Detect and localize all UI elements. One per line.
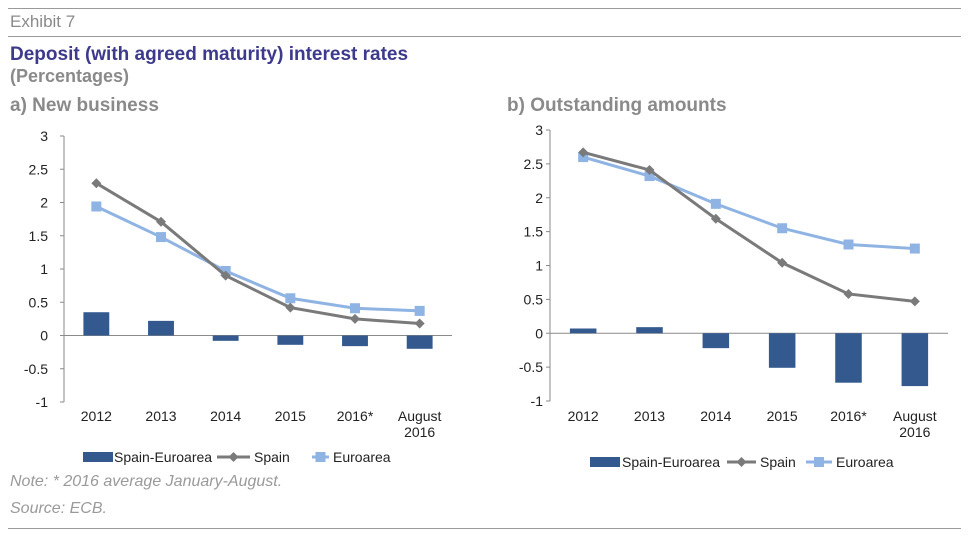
panel-b-line-spain [582,150,916,303]
panel-b-y-tick-label: 0.5 [524,291,544,307]
panel-a-y-tick-label: 2.5 [29,161,49,177]
page-title: Deposit (with agreed maturity) interest … [10,44,409,65]
panel-a-legend-label: Spain-Euroarea [114,449,212,465]
panel-b-point-euroarea [909,243,920,254]
panel-a-legend-label: Euroarea [333,449,391,465]
panel-b-legend-marker-spain [736,457,747,467]
panel-a-point-spain [285,302,296,313]
panel-a-legend-label: Spain [254,449,290,465]
panel-a-point-spain [220,270,231,281]
panel-a-bar-spain-euroarea [83,312,110,336]
panel-a-bar-spain-euroarea [406,335,433,349]
panel-b-y-tick-label: 3 [535,122,543,138]
panel-b-x-tick-label: 2015 [767,408,798,424]
panel-b-x-tick-label: 2016 [899,424,930,440]
panel-b-x-tick-label: 2012 [568,408,599,424]
panel-a-line-euroarea [95,205,420,313]
panel-b-x-tick-label: 2016* [830,408,867,424]
panel-a-point-spain [414,318,425,329]
panel-b-point-euroarea [843,239,854,250]
top-rule [8,8,961,9]
panel-b-bar-spain-euroarea [702,333,730,349]
panel-a-x-tick-label: 2014 [210,408,241,424]
panel-a-line-spain [95,181,420,326]
panel-a-point-euroarea [91,201,102,212]
panel-b-y-tick-label: -0.5 [519,359,543,375]
panel-b-legend-marker-euroarea [814,457,824,467]
panel-b-x-tick-label: August [893,408,937,424]
header-rule [8,36,961,37]
panel-a-title: a) New business [10,95,159,116]
panel-b-legend-label: Spain-Euroarea [622,454,720,470]
panel-b-point-spain [644,164,655,175]
panel-b-x-tick-label: 2013 [634,408,665,424]
panel-b-x-tick-label: 2014 [700,408,731,424]
panel-b-y-tick-label: 1.5 [524,224,544,240]
panel-b-point-spain [710,213,721,224]
panel-b-legend-label: Spain [760,454,796,470]
panel-b-y-tick-label: 2 [535,190,543,206]
panel-a-point-euroarea [285,293,296,304]
panel-a-bar-spain-euroarea [342,335,368,347]
panel-b-point-euroarea [644,171,655,182]
panel-a-point-spain [156,216,166,227]
panel-a-y-tick-label: 1 [40,261,48,277]
panel-a-point-spain [350,313,360,324]
panel-a-x-tick-label: 2015 [275,408,306,424]
panel-b-y-tick-label: -1 [531,393,544,409]
panel-a-y-tick-label: -1 [36,394,49,410]
panel-a-x-tick-label: 2016 [404,424,435,440]
panel-a-y-tick-label: 3 [40,128,48,144]
panel-a-legend-marker-spain [228,452,239,462]
panel-b-y-tick-label: 0 [535,325,543,341]
exhibit-label: Exhibit 7 [10,12,76,31]
panel-a-bar-spain-euroarea [277,335,304,345]
panel-a-bar-spain-euroarea [148,320,174,336]
panel-b-legend-swatch-spain-euroarea [590,457,620,467]
panel-a-x-tick-label: August [398,408,442,424]
panel-b-point-euroarea [777,223,788,234]
panel-b-point-euroarea [710,198,721,209]
panel-b-line-euroarea [582,155,915,251]
panel-a-legend-swatch-spain-euroarea [83,452,113,462]
panel-a-y-tick-label: 2 [40,195,48,211]
panel-b-y-tick-label: 2.5 [524,156,544,172]
panel-a-y-tick-label: -0.5 [24,361,48,377]
panel-b-point-spain [777,257,788,268]
panel-b-title: b) Outstanding amounts [507,95,727,116]
panel-a-x-tick-label: 2013 [145,408,176,424]
panel-a-point-euroarea [350,303,360,314]
panel-a-x-tick-label: 2012 [81,408,112,424]
panel-b-point-spain [909,296,920,307]
panel-a-x-tick-label: 2016* [337,408,374,424]
panel-a-y-tick-label: 0.5 [29,294,49,310]
panel-b-point-spain [843,288,854,299]
panel-b-point-spain [578,147,589,158]
panel-a-point-euroarea [414,305,425,316]
page-subtitle: (Percentages) [10,66,130,86]
panel-b-bar-spain-euroarea [569,328,597,334]
panel-b-bar-spain-euroarea [835,333,862,383]
source-note: Source: ECB. [10,500,107,517]
panel-a-y-tick-label: 0 [40,328,48,344]
panel-a-y-tick-label: 1.5 [29,228,49,244]
panel-b-bar-spain-euroarea [768,333,796,368]
panel-b-legend-label: Euroarea [836,454,894,470]
bottom-rule [8,528,961,529]
panel-b-bar-spain-euroarea [636,327,663,334]
panel-b-bar-spain-euroarea [901,333,929,387]
panel-a-bar-spain-euroarea [212,335,239,341]
panel-a-legend-marker-euroarea [315,452,326,462]
panel-a-point-spain [91,178,102,189]
panel-b-y-tick-label: 1 [535,258,543,274]
panel-a-point-euroarea [156,232,166,243]
footnote: Note: * 2016 average January-August. [10,473,283,490]
